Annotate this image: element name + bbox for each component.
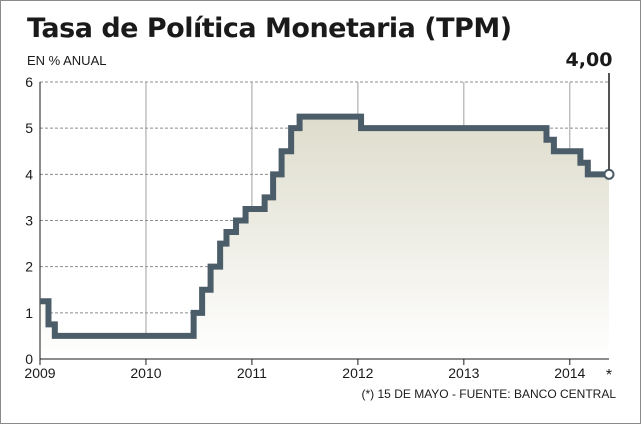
chart-title: Tasa de Política Monetaria (TPM): [27, 13, 512, 44]
y-tick-label: 1: [25, 305, 33, 321]
x-tick-label: 2009: [24, 365, 55, 381]
x-tick-label: 2010: [130, 365, 161, 381]
series-line: [40, 113, 609, 339]
x-end-asterisk: *: [606, 367, 612, 384]
x-tick-label: 2014: [554, 365, 585, 381]
y-tick-label: 0: [25, 351, 33, 367]
x-tick-label: 2012: [342, 365, 373, 381]
last-value-label: 4,00: [566, 49, 613, 71]
y-tick-label: 5: [25, 120, 33, 136]
x-tick-label: 2013: [448, 365, 479, 381]
last-value-marker: [603, 168, 615, 180]
y-tick-label: 2: [25, 259, 33, 275]
y-tick-label: 3: [25, 213, 33, 229]
chart-subtitle: EN % ANUAL: [27, 53, 107, 68]
x-tick-label: 2011: [237, 365, 267, 381]
series-area: [40, 116, 609, 359]
y-tick-label: 6: [25, 74, 33, 90]
chart-footnote: (*) 15 DE MAYO - FUENTE: BANCO CENTRAL: [361, 387, 616, 401]
y-tick-label: 4: [25, 166, 33, 182]
